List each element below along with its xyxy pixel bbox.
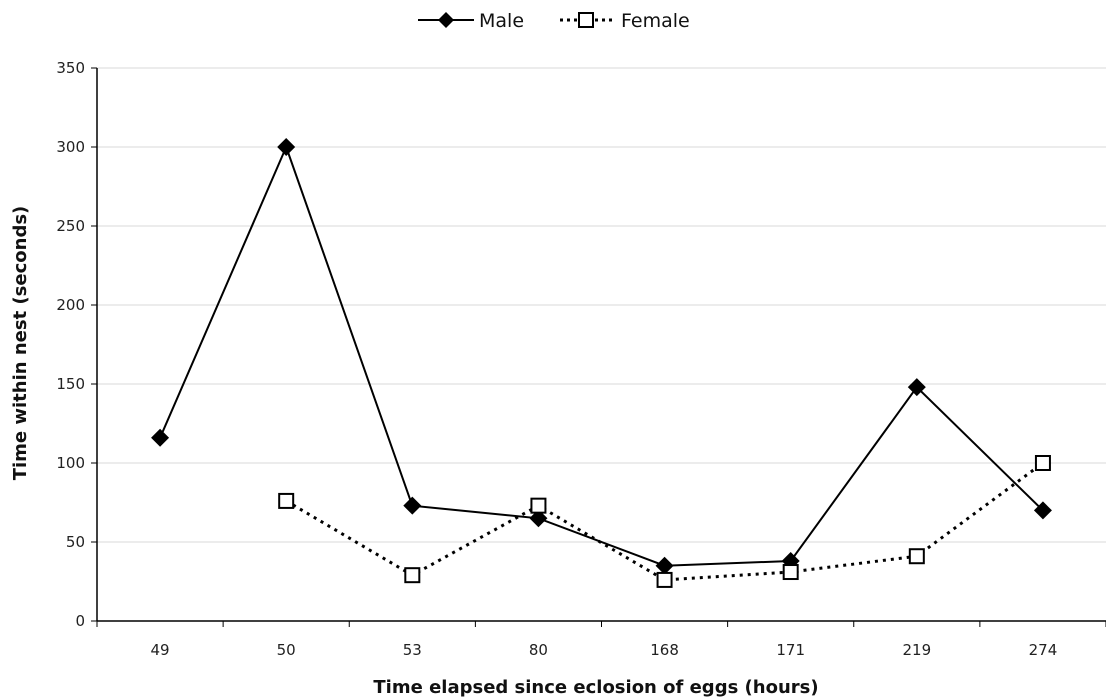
x-tick-label: 53 bbox=[403, 641, 422, 659]
legend: Male Female bbox=[418, 10, 690, 32]
data-point-male bbox=[277, 138, 296, 156]
data-point-female bbox=[278, 492, 295, 509]
legend-female-label: Female bbox=[621, 10, 690, 32]
x-tick-label: 49 bbox=[151, 641, 170, 659]
data-point-male bbox=[655, 556, 674, 575]
y-tick-label: 250 bbox=[56, 217, 85, 235]
y-tick-label: 200 bbox=[56, 296, 85, 314]
x-tick-label: 274 bbox=[1029, 641, 1058, 659]
x-tick-label: 50 bbox=[277, 641, 296, 659]
x-tick-label: 171 bbox=[776, 641, 805, 659]
y-tick-label: 0 bbox=[75, 612, 85, 630]
gridlines bbox=[97, 67, 1106, 543]
y-tick-label: 50 bbox=[66, 533, 85, 551]
data-point-female bbox=[404, 567, 421, 584]
x-tick-label: 168 bbox=[650, 641, 679, 659]
x-tick-label: 219 bbox=[902, 641, 931, 659]
legend-female-marker bbox=[578, 12, 594, 28]
y-tick-label: 100 bbox=[56, 454, 85, 472]
y-axis-title: Time within nest (seconds) bbox=[10, 206, 31, 481]
series-line-male bbox=[159, 144, 1044, 567]
axes bbox=[91, 67, 1106, 627]
series-layer bbox=[151, 138, 1052, 588]
legend-male-marker bbox=[438, 12, 454, 28]
legend-item-female: Female bbox=[560, 10, 690, 32]
data-point-male bbox=[907, 378, 926, 397]
data-point-female bbox=[1034, 455, 1051, 471]
y-tick-labels: 0 50 100 150 200 250 300 350 bbox=[56, 59, 85, 630]
data-point-female bbox=[908, 548, 925, 565]
data-point-male bbox=[151, 428, 170, 447]
data-point-male bbox=[529, 509, 548, 528]
x-tick-label: 80 bbox=[529, 641, 548, 659]
data-point-male bbox=[403, 496, 422, 515]
y-tick-label: 300 bbox=[56, 138, 85, 156]
data-point-male bbox=[1033, 501, 1052, 520]
data-point-female bbox=[782, 564, 799, 581]
series-male bbox=[151, 138, 1052, 575]
x-tick-labels: 49 50 53 80 168 171 219 274 bbox=[151, 641, 1058, 659]
y-tick-label: 350 bbox=[56, 59, 85, 77]
data-point-female bbox=[530, 497, 547, 514]
legend-male-label: Male bbox=[479, 10, 524, 32]
legend-item-male: Male bbox=[418, 10, 524, 32]
x-axis-title: Time elapsed since eclosion of eggs (hou… bbox=[373, 677, 818, 698]
y-tick-label: 150 bbox=[56, 375, 85, 393]
series-female bbox=[278, 455, 1051, 588]
data-point-female bbox=[656, 571, 673, 588]
